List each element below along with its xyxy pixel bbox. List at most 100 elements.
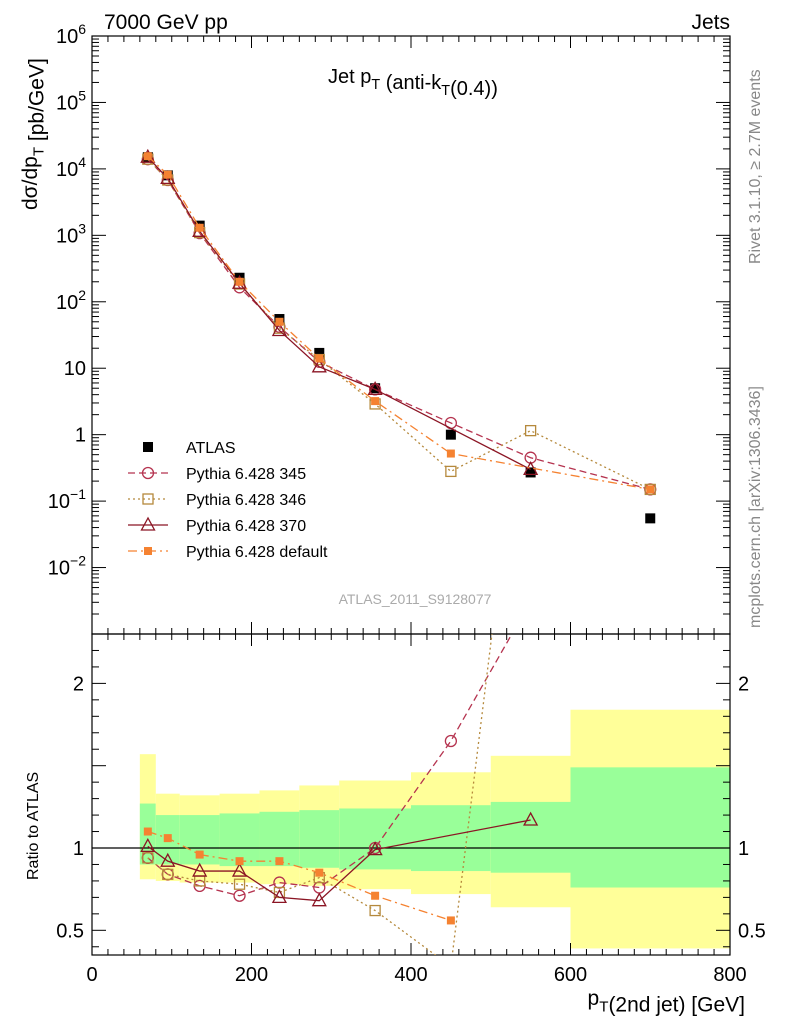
data-point-pdefault: [163, 170, 172, 179]
ratio-y-tick-label: 0.5: [56, 920, 84, 942]
ratio-point-p370: [523, 811, 539, 826]
analysis-tag: ATLAS_2011_S9128077: [339, 591, 492, 607]
ratio-point-p370: [192, 862, 208, 877]
ratio-point-p345: [233, 889, 246, 902]
ratio-y-tick-label: 0.5: [738, 920, 766, 942]
main-y-tick-label: 105: [56, 87, 86, 114]
ratio-y-axis-label: Ratio to ATLAS: [25, 772, 42, 880]
legend-label-p346: Pythia 6.428 346: [186, 492, 306, 509]
data-point-pdefault: [195, 223, 204, 232]
ratio-series-p370: [140, 811, 539, 907]
inner-band-bin: [411, 805, 491, 872]
data-point-p370: [271, 322, 288, 337]
ratio-point-p370: [231, 862, 248, 877]
x-tick-label: 600: [554, 964, 587, 986]
main-y-tick-label: 10−2: [48, 553, 86, 580]
ratio-y-tick-label: 1: [738, 838, 749, 860]
legend-marker-p370: [140, 516, 156, 531]
ratio-point-p370: [367, 841, 383, 856]
x-tick-label: 200: [235, 964, 268, 986]
ratio-y-tick-label: 2: [73, 673, 84, 695]
ratio-line-p345: [147, 634, 513, 897]
ratio-point-p370: [271, 889, 288, 904]
data-point-atlas: [525, 467, 536, 478]
legend-marker-p345: [141, 466, 155, 480]
ratio-point-p370: [140, 837, 156, 853]
main-y-tick-label: 103: [56, 220, 86, 247]
legend-label-p345: Pythia 6.428 345: [186, 466, 306, 483]
data-point-atlas: [445, 429, 456, 440]
data-point-p346: [524, 424, 537, 437]
ratio-point-p370: [311, 892, 327, 907]
ratio-y-tick-label: 1: [73, 838, 84, 860]
ratio-point-p346: [162, 868, 174, 880]
main-y-tick-label: 104: [56, 154, 86, 181]
inner-band-bin: [570, 767, 730, 888]
ratio-point-pdefault: [235, 857, 244, 866]
ratio-uncertainty-bands: [139, 709, 730, 949]
main-y-tick-label: 10: [64, 358, 86, 380]
data-point-atlas: [314, 347, 325, 358]
ratio-point-p370: [160, 852, 176, 867]
main-series-layer: [140, 148, 657, 524]
legend: ATLAS Pythia 6.428 345 Pythia 6.428 346 Pyt…: [128, 440, 328, 561]
header-left: 7000 GeV pp: [104, 11, 228, 34]
ratio-series-layer: [140, 634, 539, 955]
data-point-pdefault: [646, 485, 655, 494]
ratio-point-pdefault: [371, 891, 380, 900]
series-line-p345: [147, 158, 651, 491]
header-right: Jets: [691, 11, 730, 34]
data-point-pdefault: [275, 317, 284, 326]
main-y-tick-label: 10−1: [48, 486, 86, 513]
data-point-atlas: [645, 513, 656, 524]
x-tick-label: 800: [713, 964, 746, 986]
legend-marker-p346: [142, 493, 154, 505]
inner-band-bin: [299, 810, 340, 868]
ratio-point-p345: [444, 734, 458, 748]
ratio-point-pdefault: [163, 834, 172, 843]
data-point-p370: [367, 381, 383, 396]
series-line-p370: [147, 156, 531, 470]
ratio-point-pdefault: [195, 850, 204, 859]
x-tick-label: 0: [86, 964, 97, 986]
axes: 0 200 400 600 800 10−2 10−1 1 10 102 103 104 105 106 0…: [48, 21, 766, 986]
main-y-tick-label: 1: [75, 425, 86, 447]
data-point-pdefault: [315, 354, 324, 363]
legend-label-atlas: ATLAS: [186, 440, 236, 457]
data-point-p346: [644, 483, 656, 496]
series-p370: [140, 148, 539, 476]
legend-marker-atlas: [143, 442, 153, 452]
inner-band-bin: [339, 808, 411, 870]
side-rivet-label: Rivet 3.1.10, ≥ 2.7M events: [747, 69, 764, 264]
ratio-series-pdefault: [143, 827, 455, 925]
inner-band-bin: [259, 811, 300, 867]
ratio-point-pdefault: [143, 827, 152, 836]
main-y-tick-label: 106: [56, 21, 86, 48]
legend-marker-pdefault: [144, 547, 152, 555]
data-point-p346: [445, 465, 457, 478]
data-point-p370: [311, 358, 327, 373]
series-pdefault: [143, 152, 655, 494]
ratio-point-pdefault: [315, 868, 324, 877]
ratio-point-p346: [142, 852, 154, 864]
data-point-pdefault: [235, 277, 244, 286]
legend-label-pdefault: Pythia 6.428 default: [186, 544, 328, 561]
data-point-atlas: [370, 383, 381, 394]
ratio-line-pdefault: [147, 830, 452, 922]
side-mcplots-label: mcplots.cern.ch [arXiv:1306.3436]: [747, 386, 764, 628]
ratio-y-tick-label: 2: [738, 673, 749, 695]
ratio-point-p346: [369, 904, 381, 917]
ratio-point-p346: [233, 878, 246, 890]
ratio-point-pdefault: [446, 916, 455, 925]
main-y-tick-label: 102: [56, 287, 86, 314]
main-title: Jet pT (anti-kT(0.4)): [328, 66, 498, 100]
data-point-atlas: [234, 272, 245, 283]
main-y-axis-label: dσ/dpT [pb/GeV]: [19, 58, 48, 210]
ratio-line-p346: [147, 634, 493, 955]
series-line-p346: [147, 158, 651, 490]
x-axis-label: pT(2nd jet) [GeV]: [588, 987, 745, 1016]
ratio-point-pdefault: [275, 857, 284, 866]
data-point-pdefault: [371, 397, 380, 406]
data-point-pdefault: [446, 449, 455, 458]
